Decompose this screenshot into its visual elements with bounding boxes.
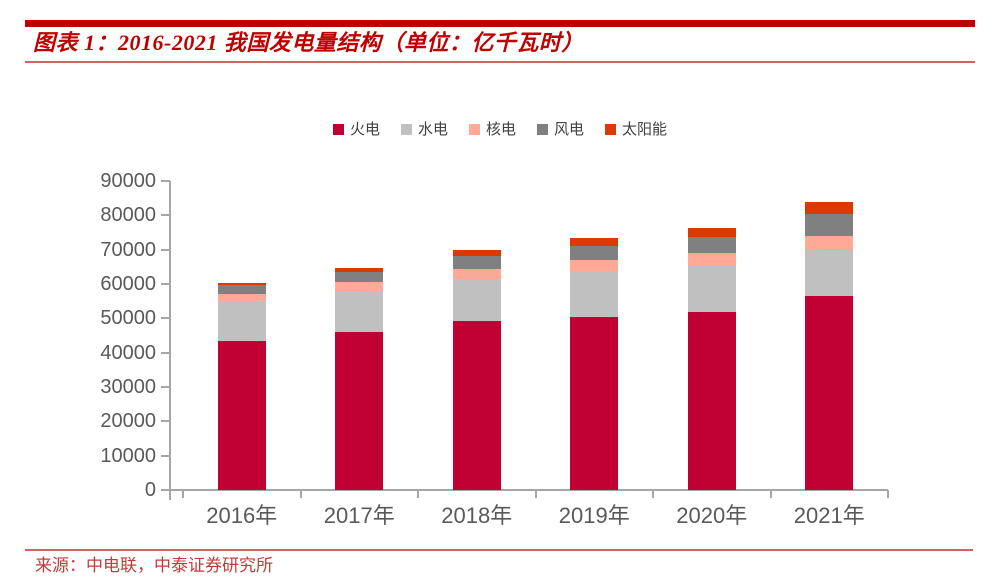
x-label-2016年: 2016年 bbox=[206, 503, 278, 528]
x-tick-6 bbox=[887, 490, 889, 498]
y-tick-label-40000: 40000 bbox=[100, 341, 156, 364]
legend-item-水电: 水电 bbox=[400, 120, 448, 138]
bar-2017年-核电 bbox=[335, 282, 384, 291]
bar-2020年-太阳能 bbox=[687, 227, 736, 237]
bar-2017年-风电 bbox=[335, 271, 384, 283]
x-axis-line bbox=[166, 489, 888, 491]
bar-2016年-风电 bbox=[217, 285, 266, 294]
x-tick-2 bbox=[417, 490, 419, 498]
x-label-2020年: 2020年 bbox=[676, 503, 748, 528]
y-tick-label-20000: 20000 bbox=[100, 410, 156, 433]
figure-title: 图表 1：2016-2021 我国发电量结构（单位：亿千瓦时） bbox=[33, 30, 584, 55]
x-tick-1 bbox=[299, 490, 302, 498]
bar-2017年-太阳能 bbox=[335, 267, 384, 272]
bar-2018年-水电 bbox=[452, 278, 501, 322]
bar-2021年-火电 bbox=[805, 296, 854, 490]
bar-2020年-水电 bbox=[687, 265, 736, 313]
footer-rule bbox=[25, 549, 973, 551]
bar-2020年-火电 bbox=[687, 312, 736, 490]
bar-2019年-核电 bbox=[570, 259, 619, 272]
legend-swatch-水电 bbox=[400, 123, 412, 135]
bar-2018年-风电 bbox=[452, 256, 501, 269]
legend-label-水电: 水电 bbox=[417, 120, 448, 138]
legend-label-核电: 核电 bbox=[485, 120, 516, 138]
y-tick-label-70000: 70000 bbox=[100, 238, 156, 261]
bar-2018年-火电 bbox=[452, 321, 501, 490]
x-tick-5 bbox=[769, 490, 772, 498]
y-tick-label-10000: 10000 bbox=[100, 444, 156, 467]
bar-2019年-太阳能 bbox=[570, 238, 619, 246]
bar-2018年-太阳能 bbox=[452, 250, 501, 257]
legend-label-火电: 火电 bbox=[349, 120, 380, 138]
x-label-2018年: 2018年 bbox=[441, 503, 513, 528]
bar-2021年-核电 bbox=[805, 235, 854, 250]
bar-2020年-核电 bbox=[687, 252, 736, 266]
legend-swatch-风电 bbox=[537, 123, 548, 135]
legend-item-核电: 核电 bbox=[468, 120, 516, 138]
bar-2021年-太阳能 bbox=[805, 202, 854, 214]
x-tick-0 bbox=[182, 490, 184, 498]
bar-2019年-风电 bbox=[570, 245, 619, 260]
title-underline bbox=[25, 61, 975, 63]
y-tick-label-90000: 90000 bbox=[100, 170, 156, 192]
bar-2020年-风电 bbox=[687, 236, 736, 253]
y-axis-line bbox=[169, 181, 171, 500]
header-accent-bar bbox=[25, 20, 975, 27]
y-tick-30000 bbox=[161, 386, 170, 388]
x-label-2021年: 2021年 bbox=[793, 503, 865, 528]
y-tick-50000 bbox=[161, 317, 170, 320]
bar-2019年-火电 bbox=[570, 316, 619, 490]
legend-item-风电: 风电 bbox=[537, 122, 584, 137]
bar-2017年-水电 bbox=[335, 290, 384, 332]
bar-2021年-风电 bbox=[805, 213, 854, 236]
bar-2016年-水电 bbox=[217, 300, 266, 342]
bar-2016年-核电 bbox=[217, 293, 266, 301]
y-tick-label-80000: 80000 bbox=[100, 204, 156, 227]
y-tick-0 bbox=[161, 489, 170, 491]
y-tick-90000 bbox=[161, 180, 170, 182]
x-tick-4 bbox=[652, 490, 654, 498]
legend-swatch-太阳能 bbox=[605, 123, 617, 135]
source-note: 来源：中电联，中泰证券研究所 bbox=[35, 556, 273, 575]
y-tick-60000 bbox=[161, 283, 170, 285]
y-tick-label-60000: 60000 bbox=[100, 273, 156, 295]
y-tick-70000 bbox=[161, 248, 170, 251]
bar-2018年-核电 bbox=[452, 268, 501, 279]
x-label-2019年: 2019年 bbox=[558, 503, 630, 528]
bar-2016年-太阳能 bbox=[217, 282, 266, 286]
legend-item-太阳能: 太阳能 bbox=[605, 122, 667, 137]
legend-swatch-核电 bbox=[468, 123, 480, 135]
chart-legend: 火电 水电 核电 风电 太阳能 bbox=[0, 119, 1000, 139]
legend-label-太阳能: 太阳能 bbox=[622, 120, 668, 138]
bar-2019年-水电 bbox=[570, 271, 619, 317]
bar-2017年-火电 bbox=[335, 331, 384, 490]
bar-2016年-火电 bbox=[217, 341, 266, 490]
y-tick-label-0: 0 bbox=[144, 479, 156, 501]
y-tick-label-50000: 50000 bbox=[100, 307, 156, 330]
x-label-2017年: 2017年 bbox=[323, 503, 395, 528]
y-tick-20000 bbox=[161, 420, 170, 423]
y-tick-80000 bbox=[161, 214, 170, 217]
legend-item-火电: 火电 bbox=[332, 120, 380, 138]
legend-swatch-火电 bbox=[332, 123, 344, 135]
y-tick-40000 bbox=[161, 351, 170, 354]
legend-label-风电: 风电 bbox=[554, 120, 585, 138]
y-tick-10000 bbox=[161, 454, 170, 457]
x-tick-3 bbox=[534, 490, 537, 498]
bar-2021年-水电 bbox=[805, 250, 854, 296]
y-tick-label-30000: 30000 bbox=[100, 376, 156, 398]
